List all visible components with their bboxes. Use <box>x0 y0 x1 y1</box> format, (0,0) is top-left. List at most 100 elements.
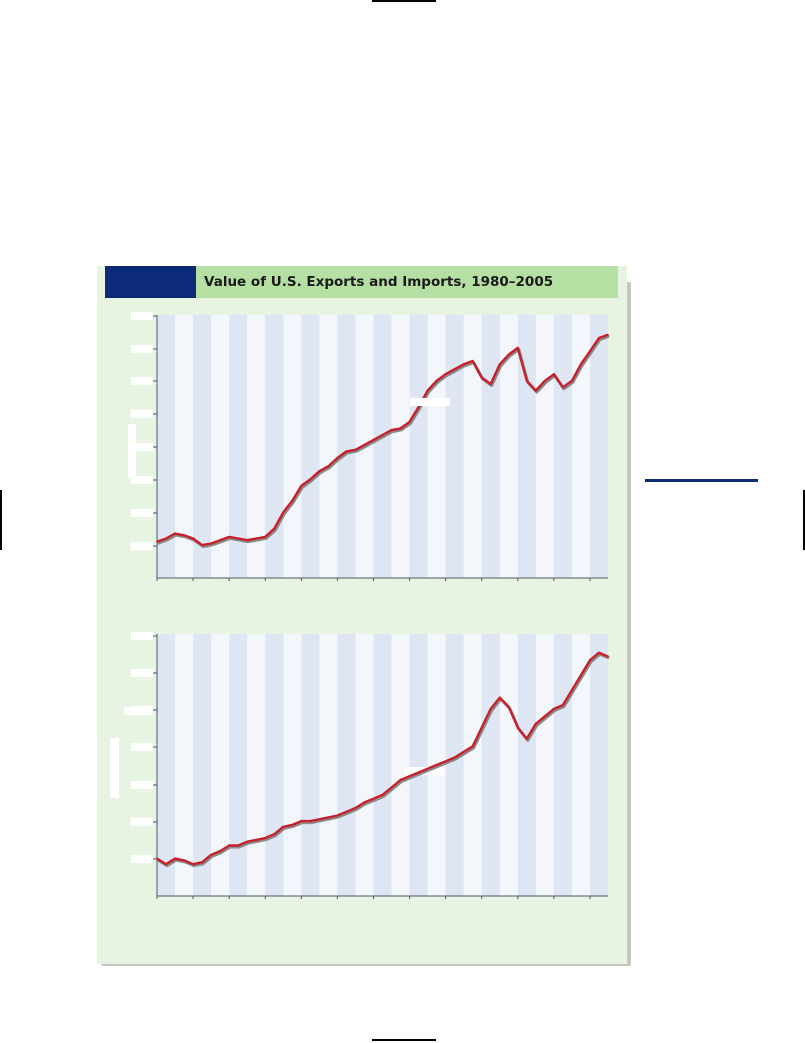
chart-2-band <box>265 634 284 896</box>
bottom-rule <box>372 1039 436 1041</box>
chart-2-series-1-point <box>435 764 438 766</box>
chart-2-y-tick-box <box>131 855 153 863</box>
chart-1-series-1-point <box>390 429 393 431</box>
chart-2-series-1-point <box>471 745 474 748</box>
chart-1-series-1-point <box>498 363 501 366</box>
chart-2-series-1-point <box>516 726 519 729</box>
chart-2-y-tick-box <box>131 781 153 789</box>
chart-2-series-1-point <box>372 797 375 800</box>
left-margin-line <box>0 490 2 550</box>
margin-note-rule <box>645 479 758 482</box>
chart-1-series-1-point <box>228 536 231 538</box>
chart-2-series-1-point <box>273 833 276 836</box>
chart-2-series-1-point <box>282 825 285 828</box>
chart-1-band <box>301 315 320 578</box>
chart-1-series-1-point <box>489 383 492 385</box>
chart-1-series-1-point <box>156 540 158 543</box>
chart-1-band <box>265 315 284 578</box>
chart-1-series-1-point <box>453 368 456 371</box>
chart-1-series-1-point <box>219 539 222 542</box>
chart-2-band <box>589 634 608 896</box>
chart-1-band <box>481 315 500 578</box>
chart-1-band <box>589 315 608 578</box>
chart-2-series-1-point <box>381 794 384 796</box>
chart-1-series-1-point <box>525 379 528 382</box>
figure-title: Value of U.S. Exports and Imports, 1980–… <box>204 274 554 290</box>
chart-2-series-1-point <box>543 715 546 718</box>
chart-2-series-1-point <box>165 863 167 866</box>
chart-2-series-1-point <box>345 810 348 813</box>
chart-2-series-1-point <box>246 840 249 843</box>
top-rule <box>372 0 436 2</box>
chart-2-band <box>193 634 212 896</box>
chart-2-series-1-point <box>363 801 366 804</box>
chart-1-series-1-point <box>255 537 258 540</box>
chart-1-series-1-point <box>462 363 465 366</box>
chart-1-series-1-point <box>183 534 185 537</box>
chart-1-series-label-plate <box>410 398 450 406</box>
chart-2-band <box>517 634 536 896</box>
chart-2-series-1-point <box>300 820 303 823</box>
chart-1-band <box>157 315 176 578</box>
chart-1-band <box>445 315 464 578</box>
chart-2-series-1-point <box>480 726 483 729</box>
chart-2-series-1-point <box>354 807 357 809</box>
chart-1-series-1-point <box>318 470 321 473</box>
chart-2-series-1-point <box>571 689 573 692</box>
chart-1-series-1-point <box>417 406 420 408</box>
chart-1-series-1-point <box>345 450 348 453</box>
chart-1-series-1-point <box>372 439 375 441</box>
chart-1-series-1-point <box>363 443 366 446</box>
chart-1-series-1-point <box>543 379 546 382</box>
chart-2-y-tick-box <box>131 743 153 751</box>
chart-1-y-tick-box <box>131 377 153 385</box>
chart-1-y-tick-box <box>131 443 153 451</box>
chart-1-series-1-point <box>399 427 402 430</box>
chart-1-series-1-point <box>210 542 213 545</box>
chart-2-series-1-point <box>336 814 339 817</box>
chart-2-series-1-point <box>309 820 312 823</box>
chart-1-band <box>409 315 428 578</box>
chart-1-band <box>229 315 248 578</box>
chart-1-series-1-point <box>174 532 176 535</box>
chart-2-band <box>157 634 176 896</box>
chart-2-band <box>229 634 248 896</box>
chart-1-series-1-point <box>273 527 276 530</box>
chart-1-series-1-point <box>507 353 510 356</box>
chart-1-series-1-point <box>562 386 564 389</box>
chart-2-series-1-point <box>192 863 194 866</box>
chart-2-series-1-point <box>462 751 465 753</box>
chart-2-label-plate <box>124 707 152 715</box>
chart-2-series-1-point <box>417 771 420 774</box>
chart-1-series-1-point <box>480 376 483 379</box>
chart-1-y-tick-box <box>131 542 153 550</box>
chart-2-band <box>301 634 320 896</box>
chart-2-series-1-point <box>598 651 600 654</box>
chart-1-series-1-point <box>264 536 267 538</box>
chart-2-band <box>445 634 464 896</box>
chart-2-series-1-point <box>399 779 402 781</box>
chart-2-y-tick-box <box>131 669 153 677</box>
right-margin-line <box>803 490 805 550</box>
chart-1-band <box>517 315 536 578</box>
chart-1-series-1-point <box>354 448 357 451</box>
chart-1-band <box>337 315 356 578</box>
chart-1-y-tick-box <box>131 410 153 418</box>
chart-2-series-1-point <box>507 706 510 708</box>
chart-2-series-1-point <box>444 760 447 763</box>
chart-1-band <box>373 315 392 578</box>
chart-2-y-tick-box <box>131 632 153 640</box>
chart-1-series-1-point <box>300 485 303 487</box>
chart-2-series-1-shadow <box>157 652 610 868</box>
chart-2-band <box>481 634 500 896</box>
chart-2-series-1-point <box>237 844 240 847</box>
chart-1-label-plate <box>128 424 136 478</box>
chart-2-series-1-point <box>552 707 555 710</box>
chart-1-series-1-point <box>471 360 474 362</box>
chart-1-series-1-point <box>435 379 438 382</box>
chart-1-series-1-point <box>336 457 339 459</box>
chart-1-series-1-point <box>282 511 285 514</box>
chart-2-series-1-point <box>318 818 321 821</box>
chart-2-series-1-point <box>525 737 528 740</box>
chart-2-series-1-point <box>291 823 294 826</box>
